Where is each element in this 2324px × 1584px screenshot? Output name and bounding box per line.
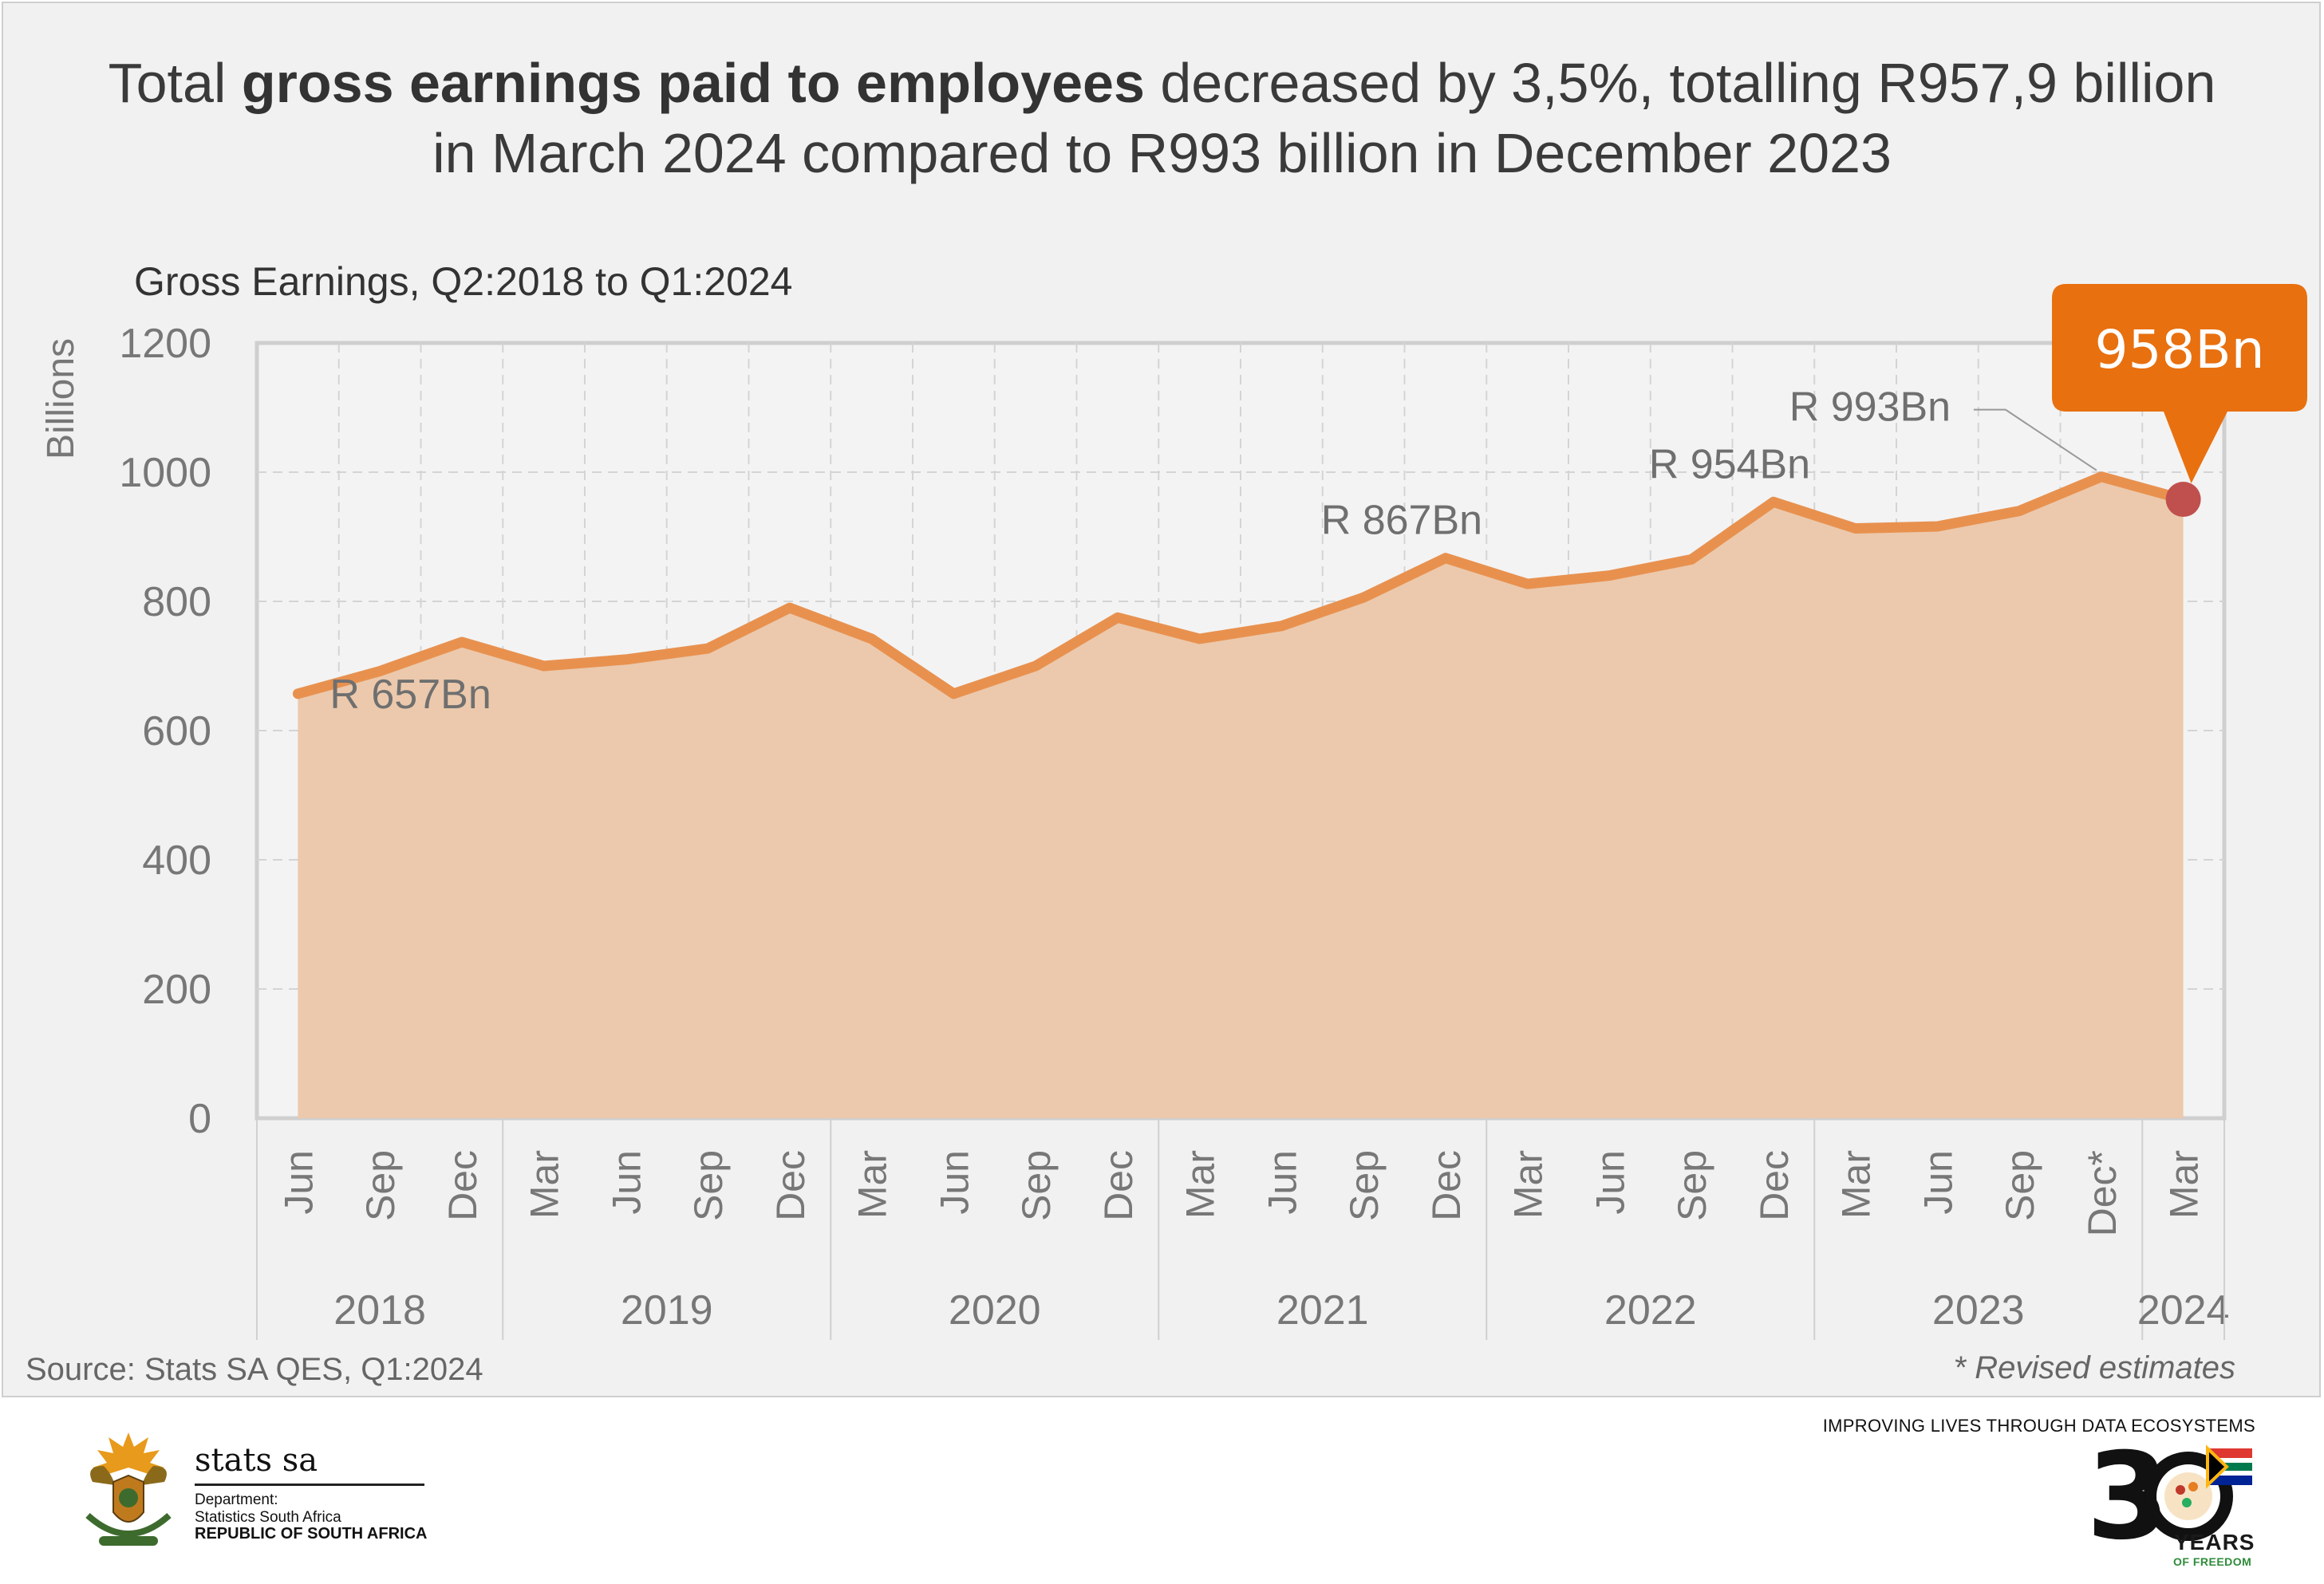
x-tick-label: Mar (1834, 1150, 1879, 1219)
series-area (298, 476, 2184, 1118)
org-divider (195, 1484, 424, 1486)
annotation-label: R 954Bn (1649, 441, 1810, 487)
earnings-chart: Gross Earnings, Q2:2018 to Q1:2024 Billi… (26, 259, 2307, 1387)
headline-part2: decreased by 3,5%, totalling R957,9 bill… (1144, 52, 2216, 114)
y-tick-label: 1200 (119, 321, 211, 367)
x-tick-label: Sep (1998, 1150, 2042, 1221)
data-point (2017, 508, 2022, 514)
year-label: 2022 (1604, 1287, 1697, 1334)
data-point (869, 636, 874, 641)
data-point (2098, 474, 2104, 479)
y-tick-label: 200 (142, 967, 211, 1013)
year-label: 2019 (621, 1287, 713, 1334)
source-text: Source: Stats SA QES, Q1:2024 (26, 1352, 483, 1387)
tagline: IMPROVING LIVES THROUGH DATA ECOSYSTEMS (1822, 1416, 2255, 1436)
y-tick-label: 600 (142, 708, 211, 755)
x-tick-label: Dec* (2080, 1150, 2125, 1236)
data-point (1442, 555, 1448, 561)
x-tick-label: Jun (276, 1150, 321, 1215)
dept-line-1: Department: (195, 1491, 278, 1508)
y-tick-label: 1000 (119, 450, 211, 496)
data-point (1935, 524, 1940, 530)
callout-label: 958Bn (2094, 319, 2264, 380)
data-point (787, 605, 792, 611)
x-tick-label: Mar (523, 1150, 567, 1219)
headline-part1: Total (108, 52, 242, 114)
data-point (1770, 499, 1776, 505)
plot-area: 0 200 400 600 800 1000 1200 R 657Bn R 867Bn R 954… (119, 284, 2307, 1340)
x-tick-label: Dec (1752, 1150, 1797, 1221)
x-tick-label: Dec (1096, 1150, 1141, 1221)
org-country: REPUBLIC OF SOUTH AFRICA (195, 1525, 428, 1543)
revised-note: * Revised estimates (1954, 1350, 2235, 1385)
years-label: YEARS (2174, 1530, 2255, 1554)
headline-bold: gross earnings paid to employees (241, 52, 1145, 114)
data-point (1525, 581, 1530, 587)
x-tick-label: Dec (768, 1150, 813, 1221)
headline-line-1: Total gross earnings paid to employees d… (0, 48, 2324, 118)
year-label: 2018 (333, 1287, 426, 1334)
x-tick-label: Mar (1178, 1150, 1223, 1219)
year-label: 2023 (1932, 1287, 2025, 1334)
org-name: stats sa (195, 1442, 318, 1479)
year-label: 2021 (1276, 1287, 1369, 1334)
x-tick-label: Jun (932, 1150, 977, 1215)
data-point (459, 640, 464, 645)
data-point (1197, 636, 1202, 641)
x-tick-label: Jun (604, 1150, 649, 1215)
data-point (1361, 595, 1367, 601)
data-point (705, 646, 711, 652)
x-tick-label: Jun (1588, 1150, 1632, 1215)
coat-of-arms-logo (85, 1432, 172, 1546)
data-point (541, 664, 546, 668)
y-tick-label: 0 (188, 1096, 211, 1142)
annotation-leader (1973, 408, 2097, 471)
y-tick-label: 800 (142, 579, 211, 625)
endpoint-marker (2165, 482, 2201, 518)
footer (0, 1397, 2324, 1584)
data-point (1852, 526, 1858, 531)
year-label: 2024 (2137, 1287, 2230, 1334)
org-department: Department: Statistics South Africa (195, 1491, 341, 1527)
x-tick-label: Sep (1014, 1150, 1059, 1221)
chart-title: Gross Earnings, Q2:2018 to Q1:2024 (134, 259, 793, 304)
annotation-label: R 993Bn (1789, 384, 1951, 431)
callout-box (2052, 284, 2307, 484)
x-tick-label: Jun (1916, 1150, 1960, 1215)
x-tick-label: Mar (850, 1150, 895, 1219)
annotation-label: R 657Bn (329, 672, 491, 718)
data-point (1607, 573, 1612, 578)
headline: Total gross earnings paid to employees d… (0, 48, 2324, 188)
x-tick-label: Sep (358, 1150, 403, 1221)
x-tick-label: Sep (1342, 1150, 1387, 1221)
annotation-label: R 867Bn (1321, 498, 1482, 544)
data-point (1689, 557, 1695, 562)
data-point (1279, 623, 1284, 628)
headline-line-2: in March 2024 compared to R993 billion i… (432, 122, 1892, 184)
x-tick-label: Dec (1424, 1150, 1469, 1221)
data-point (377, 668, 383, 674)
data-point (951, 691, 957, 696)
data-point (1033, 664, 1039, 668)
y-tick-label: 400 (142, 837, 211, 884)
data-point (623, 656, 629, 662)
x-tick-label: Mar (1506, 1150, 1551, 1219)
y-axis-label: Billions (40, 338, 82, 459)
year-label: 2020 (949, 1287, 1041, 1334)
thirty-years-logo: 3 (2086, 1444, 2252, 1563)
data-point (295, 691, 301, 696)
dept-line-2: Statistics South Africa (195, 1509, 341, 1526)
x-tick-label: Dec (440, 1150, 485, 1221)
x-tick-label: Jun (1260, 1150, 1304, 1215)
series-line (292, 471, 2189, 699)
x-tick-label: Mar (2162, 1150, 2207, 1219)
data-point (1115, 615, 1120, 621)
x-tick-label: Sep (1670, 1150, 1714, 1221)
x-tick-label: Sep (686, 1150, 731, 1221)
freedom-label: OF FREEDOM (2173, 1555, 2252, 1568)
